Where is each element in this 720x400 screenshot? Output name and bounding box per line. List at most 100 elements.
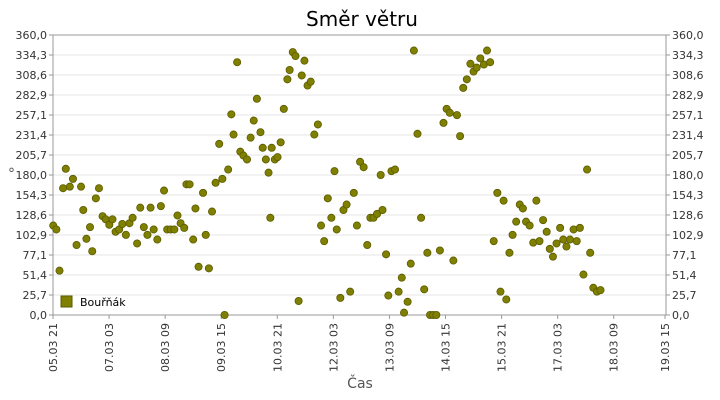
data-point (532, 196, 541, 205)
data-point (512, 217, 521, 226)
data-point (572, 237, 581, 246)
x-axis: 05.03 21 07.03 03 08.03 09 09.03 15 10.03 21… (47, 315, 672, 372)
y-tick-label: 282,9 (16, 89, 48, 102)
data-point (332, 225, 341, 234)
data-point (493, 188, 502, 197)
data-point (199, 188, 208, 197)
data-point (55, 266, 64, 275)
data-point (65, 182, 74, 191)
data-point (327, 213, 336, 222)
legend-label: Bouřňák (80, 296, 126, 309)
y-tick-label: 0,0 (30, 309, 48, 322)
y-axis-right: 0,0 25,7 51,4 77,1 102,9 128,6 154,3 180,0 205,7… (666, 29, 704, 322)
data-point (548, 252, 557, 261)
y-tick-label-right: 77,1 (672, 249, 697, 262)
y-tick-label: 205,7 (16, 149, 48, 162)
y-tick-label: 180,0 (16, 169, 48, 182)
data-point (539, 216, 548, 225)
data-point (310, 130, 319, 139)
y-tick-label: 102,9 (16, 229, 48, 242)
data-point (136, 203, 145, 212)
data-point (420, 285, 429, 294)
legend: Bouřňák (60, 295, 126, 309)
data-point (252, 94, 261, 103)
data-point (233, 58, 242, 67)
data-point (394, 287, 403, 296)
data-point (462, 75, 471, 84)
y-tick-label: 231,4 (16, 129, 48, 142)
data-point (82, 234, 91, 243)
data-point (352, 221, 361, 230)
data-point (215, 139, 224, 148)
data-point (552, 239, 561, 248)
data-point (170, 225, 179, 234)
data-point (276, 138, 285, 147)
data-point (535, 237, 544, 246)
y-tick-label-right: 128,6 (672, 209, 704, 222)
data-point (91, 194, 100, 203)
data-point (153, 235, 162, 244)
y-tick-label-right: 0,0 (672, 309, 690, 322)
data-point (397, 273, 406, 282)
y-tick-label: 25,7 (23, 289, 48, 302)
x-tick-label: 13.03 09 (383, 323, 396, 372)
y-tick-label: 51,4 (23, 269, 48, 282)
data-point (336, 293, 345, 302)
data-point (220, 310, 229, 319)
x-tick-label: 19.03 15 (659, 323, 672, 372)
data-point (180, 223, 189, 232)
y-tick-label-right: 154,3 (672, 189, 704, 202)
data-point (476, 54, 485, 63)
x-axis-title: Čas (347, 374, 373, 392)
data-point (118, 219, 127, 228)
data-point (435, 246, 444, 255)
y-tick-label: 128,6 (16, 209, 48, 222)
data-point (445, 108, 454, 117)
data-point (545, 244, 554, 253)
data-point (128, 213, 137, 222)
data-point (409, 46, 418, 55)
data-point (373, 209, 382, 218)
data-point (266, 213, 275, 222)
y-axis-title: ° (8, 166, 15, 182)
data-point (204, 264, 213, 273)
data-point (52, 225, 61, 234)
data-point (363, 240, 372, 249)
y-tick-label-right: 360,0 (672, 29, 704, 42)
data-point (306, 77, 315, 86)
data-point (72, 240, 81, 249)
y-tick-label-right: 180,0 (672, 169, 704, 182)
x-tick-label: 09.03 15 (215, 323, 228, 372)
data-point (384, 291, 393, 300)
data-point (133, 239, 142, 248)
data-point (146, 203, 155, 212)
data-point (285, 66, 294, 75)
y-tick-label: 154,3 (16, 189, 48, 202)
data-point (149, 225, 158, 234)
data-point (579, 270, 588, 279)
x-tick-label: 17.03 03 (552, 323, 565, 372)
y-axis-left: 0,0 25,7 51,4 77,1 102,9 128,6 154,3 180,0 205,7… (16, 29, 53, 322)
x-tick-label: 14.03 15 (440, 323, 453, 372)
data-point (466, 59, 475, 68)
data-point (300, 56, 309, 65)
data-point (559, 235, 568, 244)
y-tick-label-right: 25,7 (672, 289, 697, 302)
x-tick-label: 10.03 21 (271, 323, 284, 372)
y-tick-label-right: 205,7 (672, 149, 704, 162)
y-tick-label: 360,0 (16, 29, 48, 42)
data-point (323, 194, 332, 203)
data-point (211, 178, 220, 187)
data-point (185, 180, 194, 189)
data-point (243, 155, 252, 164)
data-point (330, 167, 339, 176)
data-point (88, 247, 97, 256)
data-point (86, 223, 95, 232)
data-point (502, 295, 511, 304)
data-point (261, 155, 270, 164)
data-point (173, 211, 182, 220)
data-point (264, 168, 273, 177)
data-point (456, 132, 465, 141)
data-point (317, 221, 326, 230)
